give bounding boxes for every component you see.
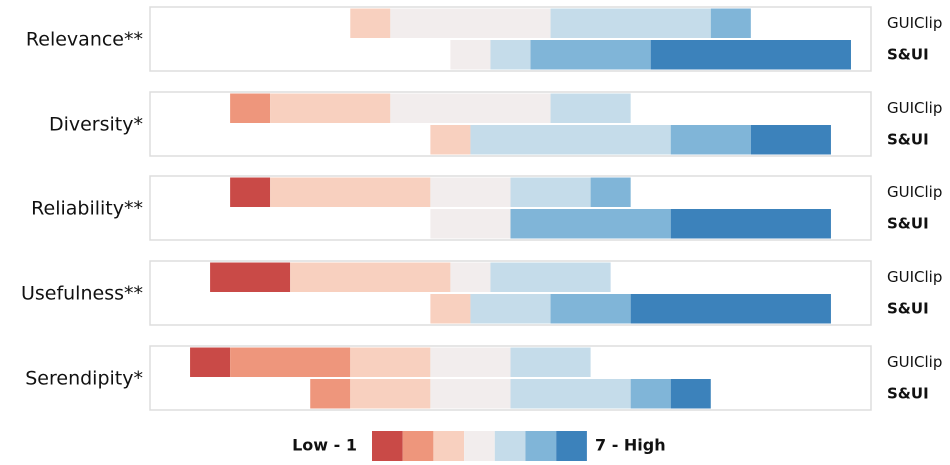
bar-segment (490, 40, 531, 70)
legend-swatch (464, 431, 495, 461)
category-label: Serendipity* (25, 368, 143, 390)
group-label: GUIClip (887, 353, 942, 371)
bar-segment (430, 294, 471, 324)
bar-segment (670, 209, 831, 239)
panel-frame (149, 345, 872, 411)
bar-segment (710, 8, 751, 38)
bar-segment (550, 93, 631, 123)
bar-segment (270, 177, 431, 207)
legend-swatch (494, 431, 526, 461)
bar-segment (670, 379, 711, 409)
panel-frame (149, 175, 872, 241)
panel-frame (149, 260, 872, 326)
legend-swatch (402, 431, 434, 461)
bar-segment (210, 262, 291, 292)
bar-segment (350, 347, 431, 377)
bar-segment (630, 294, 831, 324)
legend-swatch (556, 431, 587, 461)
bar-segment (510, 379, 631, 409)
bar-segment (430, 177, 511, 207)
bar-segment (190, 347, 231, 377)
bar-segment (310, 379, 351, 409)
bar-segment (230, 347, 351, 377)
bar-segment (510, 177, 591, 207)
bar-segment (450, 262, 491, 292)
bar-segment (390, 8, 551, 38)
bar-segment (470, 125, 671, 155)
bar-segment (450, 40, 491, 70)
bar-segment (290, 262, 451, 292)
group-label: S&UI (887, 214, 929, 232)
category-label: Usefulness** (21, 283, 143, 305)
group-label: GUIClip (887, 14, 942, 32)
legend-low: Low - 1 (292, 436, 357, 455)
bar-segment (670, 125, 751, 155)
bar-segment (390, 93, 551, 123)
legend-high: 7 - High (595, 436, 666, 455)
bar-segment (350, 379, 431, 409)
bar-segment (230, 93, 271, 123)
bar-segment (630, 379, 671, 409)
bar-segment (490, 262, 611, 292)
group-label: S&UI (887, 45, 929, 63)
panel-frame (149, 91, 872, 157)
bar-segment (430, 209, 511, 239)
bar-segment (550, 8, 711, 38)
bar-segment (510, 347, 591, 377)
category-label: Diversity* (49, 114, 143, 136)
bar-segment (590, 177, 631, 207)
group-label: GUIClip (887, 183, 942, 201)
group-label: S&UI (887, 130, 929, 148)
legend-swatch (372, 431, 403, 461)
bar-segment (430, 125, 471, 155)
group-label: GUIClip (887, 99, 942, 117)
bar-segment (470, 294, 551, 324)
legend-swatch (433, 431, 465, 461)
group-label: GUIClip (887, 268, 942, 286)
category-label: Relevance** (26, 29, 143, 51)
legend-swatch (525, 431, 557, 461)
bar-segment (350, 8, 391, 38)
category-label: Reliability** (31, 198, 143, 220)
bar-segment (430, 347, 511, 377)
bar-segment (530, 40, 651, 70)
bar-segment (270, 93, 391, 123)
panel-frame (149, 6, 872, 72)
group-label: S&UI (887, 384, 929, 402)
bar-segment (230, 177, 271, 207)
bar-segment (650, 40, 851, 70)
group-label: S&UI (887, 299, 929, 317)
bar-segment (510, 209, 671, 239)
bar-segment (750, 125, 831, 155)
bar-segment (430, 379, 511, 409)
bar-segment (550, 294, 631, 324)
